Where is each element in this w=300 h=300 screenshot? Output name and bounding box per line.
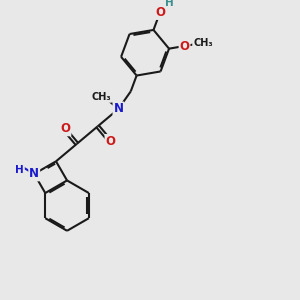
Text: O: O (179, 40, 190, 52)
Text: O: O (60, 122, 70, 135)
Text: H: H (166, 0, 174, 8)
Text: O: O (106, 135, 116, 148)
Text: O: O (155, 6, 165, 19)
Text: N: N (29, 167, 39, 180)
Text: CH₃: CH₃ (193, 38, 213, 48)
Text: N: N (113, 102, 124, 116)
Text: H: H (15, 165, 24, 175)
Text: CH₃: CH₃ (92, 92, 111, 102)
